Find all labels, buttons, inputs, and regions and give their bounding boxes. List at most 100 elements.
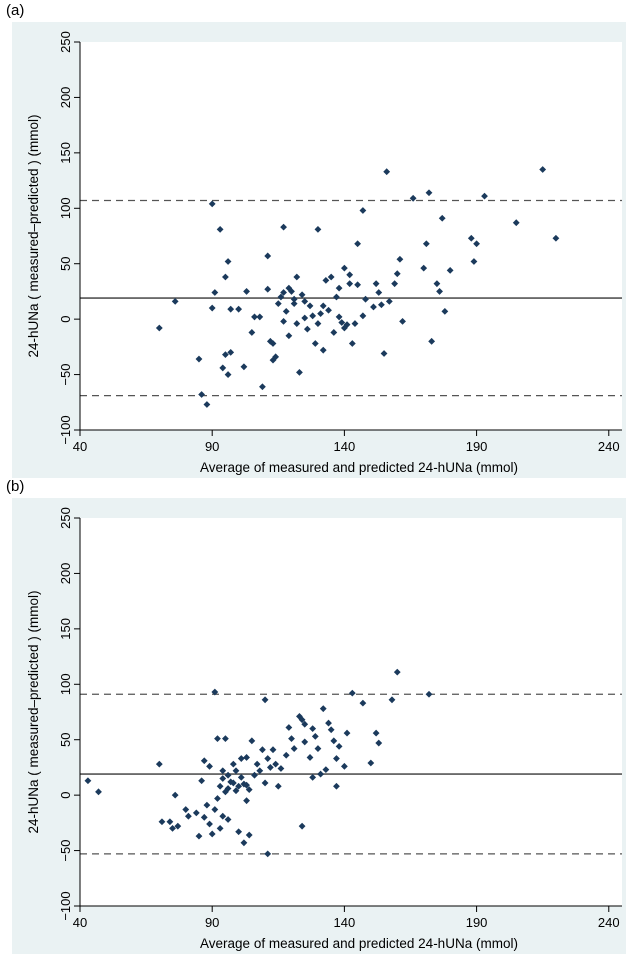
- y-tick-label: 0: [58, 316, 73, 323]
- data-point: [470, 258, 478, 265]
- data-point: [227, 305, 235, 313]
- data-point: [251, 771, 258, 779]
- y-tick-label: 150: [58, 618, 73, 640]
- data-point: [95, 788, 102, 796]
- data-point: [348, 340, 356, 347]
- x-tick-label: 90: [205, 439, 219, 454]
- data-point: [248, 329, 256, 336]
- data-point: [158, 818, 166, 826]
- x-tick-label: 190: [466, 439, 488, 454]
- data-point: [319, 346, 327, 354]
- data-point: [428, 337, 436, 345]
- y-tick-label: 100: [58, 197, 73, 219]
- data-point: [325, 719, 332, 727]
- data-point: [264, 755, 272, 762]
- data-point: [303, 325, 311, 333]
- y-tick-label: 50: [58, 256, 73, 270]
- data-point: [288, 288, 295, 295]
- data-point: [282, 751, 290, 759]
- data-point: [436, 288, 443, 295]
- data-point: [309, 725, 317, 733]
- data-point: [290, 300, 298, 308]
- data-point: [243, 797, 250, 805]
- data-point: [311, 732, 319, 740]
- data-point: [243, 288, 250, 295]
- data-point: [335, 742, 343, 750]
- panel-a-label: (a): [6, 2, 25, 19]
- data-point: [155, 324, 163, 332]
- data-point: [301, 720, 309, 728]
- data-point: [84, 777, 92, 785]
- data-point: [322, 276, 330, 284]
- data-point: [235, 305, 243, 313]
- data-point: [301, 738, 309, 746]
- data-point: [235, 782, 243, 790]
- data-point: [399, 317, 406, 325]
- data-point: [280, 289, 287, 296]
- data-point: [296, 368, 303, 376]
- data-point: [261, 696, 269, 704]
- data-point: [266, 764, 274, 771]
- data-point: [383, 168, 391, 176]
- data-point: [203, 801, 211, 809]
- x-axis-title: Average of measured and predicted 24-hUN…: [200, 936, 518, 951]
- data-point: [200, 813, 208, 821]
- data-point: [256, 313, 264, 321]
- x-tick-label: 190: [466, 915, 488, 930]
- data-point: [330, 737, 338, 745]
- data-point: [293, 320, 301, 327]
- x-axis-title: Average of measured and predicted 24-hUN…: [200, 460, 518, 475]
- data-point: [280, 317, 287, 325]
- data-point: [293, 273, 301, 281]
- data-point: [229, 760, 237, 768]
- data-point: [232, 767, 240, 775]
- data-point: [198, 777, 206, 785]
- y-tick-label: 200: [58, 563, 73, 585]
- data-point: [261, 779, 269, 787]
- data-point: [296, 713, 303, 720]
- data-point: [282, 307, 290, 315]
- data-point: [235, 828, 243, 836]
- y-tick-label: −50: [58, 364, 73, 386]
- data-point: [473, 240, 480, 248]
- data-point: [301, 314, 309, 322]
- data-point: [224, 771, 232, 779]
- x-tick-label: 240: [598, 439, 620, 454]
- data-point: [539, 166, 547, 173]
- data-point: [335, 284, 343, 292]
- data-point: [388, 696, 396, 704]
- data-point: [317, 770, 324, 778]
- data-point: [552, 234, 560, 242]
- data-point: [269, 746, 277, 754]
- data-point: [259, 383, 266, 391]
- x-tick-label: 40: [73, 439, 87, 454]
- bland-altman-plot-b: −100 −50 0 50 100 150 200 250 40 90 140 190 240 Avera…: [12, 498, 626, 954]
- y-tick-label: 0: [58, 792, 73, 799]
- data-point: [259, 746, 266, 754]
- data-point: [237, 774, 245, 781]
- plot-area: [80, 42, 622, 430]
- data-point: [314, 320, 322, 327]
- data-point: [351, 320, 359, 327]
- y-tick-label: 100: [58, 673, 73, 695]
- data-point: [219, 364, 227, 372]
- data-point: [216, 225, 224, 233]
- data-point: [343, 321, 351, 329]
- data-point: [264, 285, 272, 293]
- data-point: [314, 225, 322, 233]
- y-tick-label: −50: [58, 840, 73, 862]
- data-point: [208, 304, 216, 312]
- data-points: [155, 166, 560, 408]
- y-tick-label: 50: [58, 732, 73, 746]
- data-point: [185, 812, 192, 820]
- x-tick-label: 140: [334, 915, 356, 930]
- data-point: [372, 729, 380, 737]
- data-point: [240, 363, 248, 371]
- data-point: [359, 207, 367, 214]
- data-point: [274, 782, 282, 790]
- data-point: [319, 302, 327, 310]
- data-point: [174, 822, 182, 830]
- y-axis-title: 24-hUNa ( measured–predicted ) (mmol): [26, 114, 41, 357]
- data-point: [317, 310, 324, 317]
- data-point: [354, 240, 362, 248]
